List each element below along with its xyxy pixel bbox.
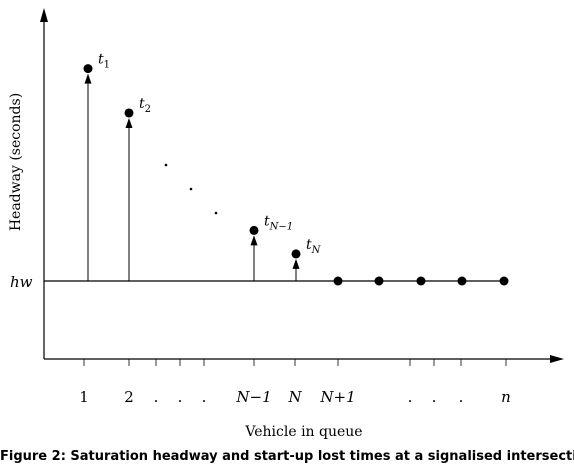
headway-arrowhead: [84, 73, 92, 84]
headway-arrowhead: [250, 235, 258, 246]
saturation-point: [457, 276, 467, 286]
x-tick-label: 2: [124, 388, 134, 406]
headway-arrowhead: [292, 258, 300, 269]
figure-caption: Figure 2: Saturation headway and start-u…: [0, 449, 574, 464]
headway-label: tN−1: [264, 213, 293, 232]
decay-dot: [214, 211, 218, 215]
x-tick-label: .: [178, 388, 183, 406]
saturation-point: [416, 276, 426, 286]
x-tick-label: n: [501, 388, 511, 406]
x-axis-arrowhead: [550, 355, 564, 363]
headway-point: [249, 225, 259, 235]
headway-label: t2: [139, 96, 151, 115]
x-tick-label: .: [408, 388, 413, 406]
headway-arrows: t1 t2 tN−1 tN: [83, 52, 322, 281]
saturation-point: [499, 276, 509, 286]
y-axis-arrowhead: [40, 8, 48, 22]
saturation-point: [374, 276, 384, 286]
decay-dot: [164, 163, 168, 167]
headway-point: [83, 64, 93, 74]
x-tick-label: N+1: [319, 388, 355, 406]
x-tick-label: .: [154, 388, 159, 406]
decay-dot: [189, 187, 193, 191]
headway-label: t1: [98, 52, 110, 71]
decay-dots: [164, 163, 218, 215]
baseline-points: [333, 276, 509, 286]
headway-point: [124, 108, 134, 118]
x-tick-label: .: [432, 388, 437, 406]
x-tick-label: N: [287, 388, 302, 406]
x-tick-label: .: [202, 388, 207, 406]
headway-arrowhead: [125, 117, 133, 128]
x-tick-label: .: [459, 388, 464, 406]
baseline-label: hw: [10, 273, 33, 291]
saturation-point: [333, 276, 343, 286]
y-axis-label: Headway (seconds): [8, 93, 24, 231]
x-tick-group: 1 2... N−1 N N+1... n: [79, 359, 511, 406]
headway-label: tN: [306, 237, 322, 256]
x-tick-label: 1: [79, 388, 89, 406]
x-axis-label: Vehicle in queue: [244, 424, 362, 440]
headway-point: [291, 249, 301, 259]
x-tick-label: N−1: [235, 388, 271, 406]
